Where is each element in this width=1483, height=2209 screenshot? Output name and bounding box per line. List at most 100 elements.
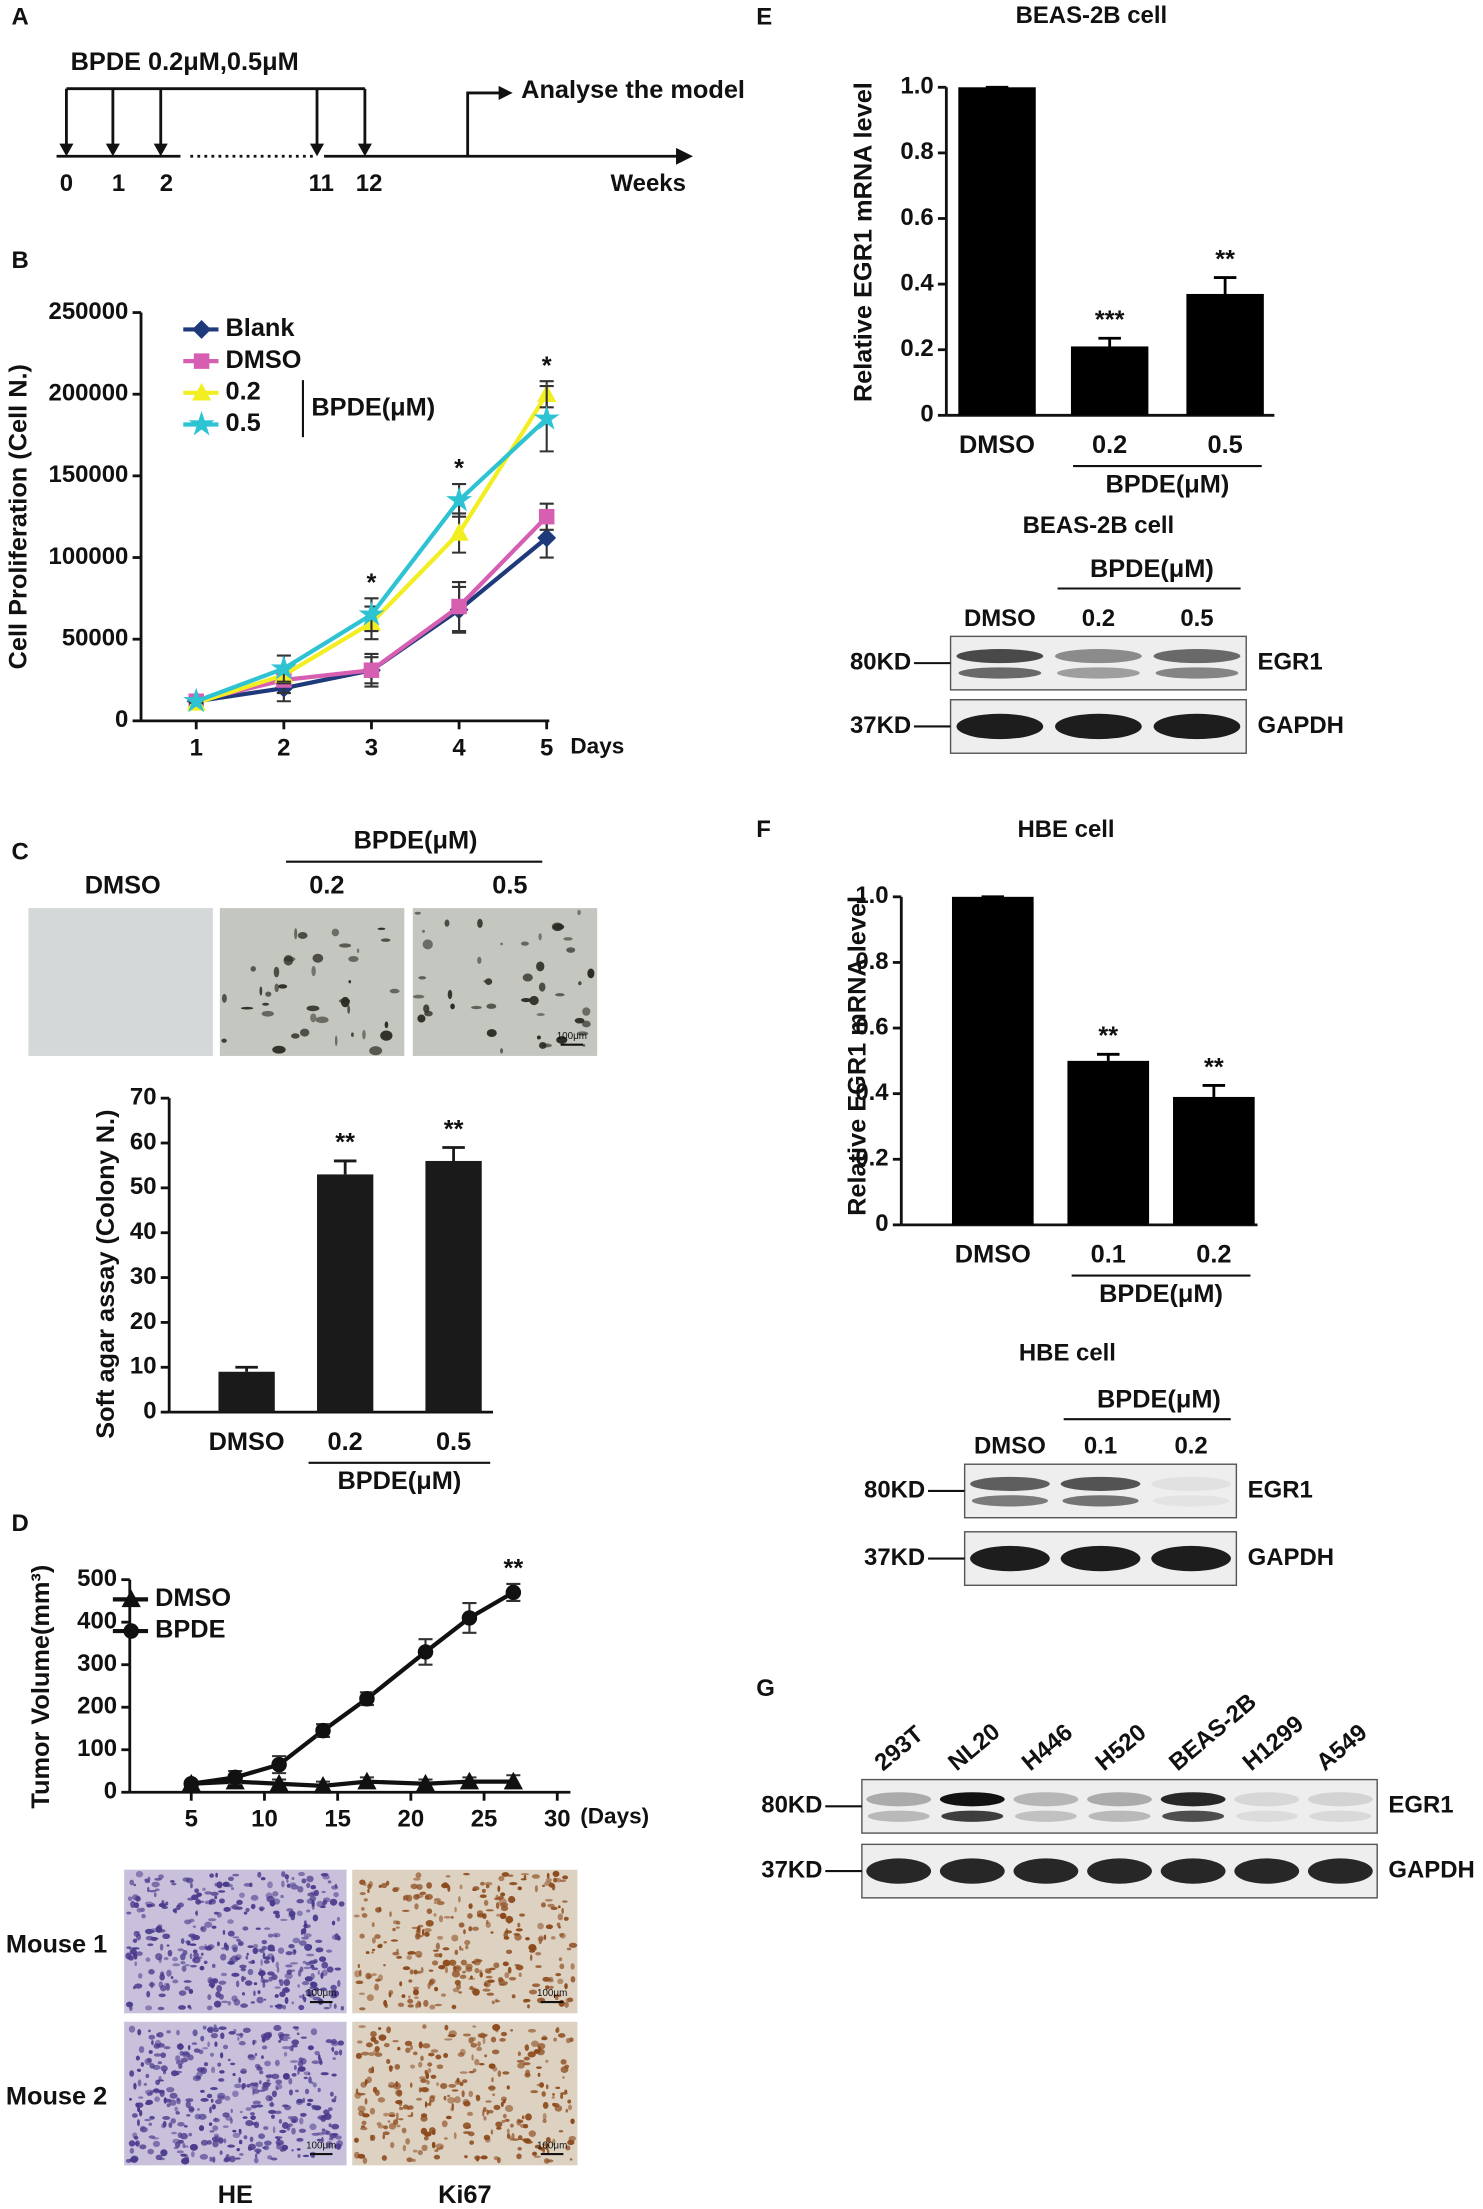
cell (250, 2115, 256, 2120)
cell (451, 2089, 459, 2092)
cell (310, 1885, 317, 1890)
cell (420, 2078, 427, 2083)
cell (471, 1926, 480, 1931)
band (956, 713, 1044, 740)
cell (560, 2059, 567, 2065)
cell (321, 1890, 326, 1894)
cell (196, 2067, 205, 2073)
cell (377, 927, 386, 930)
cell (256, 2151, 260, 2155)
panel-label: E (756, 4, 772, 31)
cell (523, 2056, 530, 2061)
cell (298, 2057, 304, 2063)
cell (395, 1926, 400, 1929)
band (1055, 649, 1142, 664)
cell (242, 1926, 249, 1931)
x-tick-label: 5 (185, 1806, 198, 1833)
cell (490, 2129, 494, 2135)
cell (232, 2090, 239, 2098)
y-axis-label: Relative EGR1 mRNA level (844, 896, 872, 1216)
x-tick-label: 0.5 (1208, 431, 1243, 459)
cell (280, 1894, 284, 1899)
cell (328, 2123, 332, 2128)
cell (451, 2103, 454, 2110)
cell (306, 1882, 311, 1889)
cell (524, 2044, 530, 2051)
cell (427, 2062, 433, 2067)
cell (185, 1877, 194, 1884)
cell (515, 1964, 524, 1971)
cell (415, 1872, 422, 1879)
cell (520, 1873, 530, 1876)
cell (402, 2144, 407, 2152)
cell (582, 1007, 591, 1016)
cell (541, 2036, 548, 2041)
cell (496, 1913, 501, 1917)
cell (145, 2073, 150, 2079)
cell (381, 2155, 387, 2161)
cell (479, 1894, 487, 1898)
cell (234, 1957, 241, 1961)
cell (402, 1895, 406, 1901)
band (939, 1792, 1005, 1807)
cell (275, 2083, 283, 2090)
cell (279, 1991, 286, 1998)
cell (331, 1920, 336, 1926)
cell (303, 1996, 307, 2003)
y-tick-label: 0 (143, 1397, 156, 1424)
cell (323, 1899, 328, 1905)
cell (527, 2004, 530, 2009)
cell (326, 1949, 333, 1953)
cell (432, 1949, 439, 1952)
cell (550, 1936, 556, 1940)
cell (238, 2077, 242, 2084)
cell (220, 1953, 227, 1961)
scale-bar-label: 100μm (306, 1988, 336, 1999)
cell (291, 2149, 295, 2152)
cell (234, 2083, 242, 2089)
cell (146, 1990, 151, 1998)
lane-label: H1299 (1238, 1710, 1309, 1776)
cell (556, 1036, 568, 1044)
cell (229, 2155, 236, 2163)
cell (198, 2125, 205, 2132)
cell (517, 2146, 522, 2151)
cell (474, 2058, 480, 2066)
cell (301, 1878, 307, 1884)
cell (275, 2079, 283, 2085)
cell (211, 2104, 216, 2110)
cell (378, 2034, 387, 2041)
cell (166, 2103, 171, 2108)
cell (566, 1947, 572, 1951)
cell (520, 1878, 527, 1881)
cell (483, 2134, 491, 2141)
cell (162, 2116, 171, 2120)
cell (136, 2102, 144, 2108)
cell (294, 2089, 299, 2093)
cell (465, 2126, 472, 2129)
cell (417, 2149, 423, 2156)
x-tick-label: 3 (365, 734, 378, 761)
cell (253, 2039, 257, 2044)
cell (194, 1888, 200, 1894)
cell (288, 1914, 292, 1918)
cell (310, 1013, 317, 1023)
cell (176, 2043, 183, 2047)
cell (426, 2080, 430, 2085)
band (1309, 1810, 1372, 1822)
cell (161, 1905, 168, 1909)
cell (296, 1910, 303, 1917)
cell (256, 1996, 264, 2004)
cell (330, 2041, 340, 2047)
cell (262, 1981, 266, 1989)
cell (230, 1905, 237, 1910)
cell (565, 2145, 571, 2151)
cell (178, 2005, 186, 2010)
cell (464, 2155, 468, 2159)
bar (951, 896, 1034, 1225)
cell (438, 1915, 444, 1923)
cell (538, 933, 542, 941)
cell (284, 1986, 289, 1991)
cell (298, 2128, 307, 2133)
cell (472, 1988, 480, 1996)
